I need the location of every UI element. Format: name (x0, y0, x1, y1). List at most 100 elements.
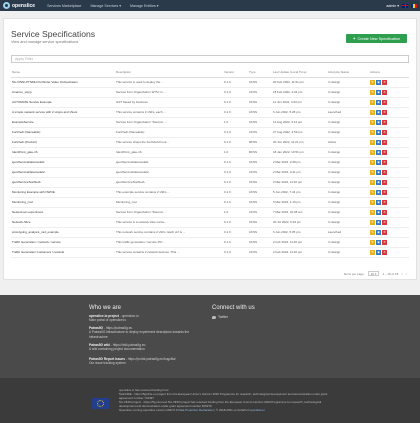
edit-icon[interactable]: ✎ (370, 119, 375, 125)
table-row[interactable]: IdentPoint_gate-nS IdentPoint_gate-nS 1.0 R… (11, 147, 409, 158)
delete-icon[interactable]: ✕ (382, 209, 387, 215)
footer-item-link[interactable]: - https://wiki.patras5g.eu (110, 343, 146, 347)
table-row[interactable]: FortiVedi (Nameable) FortiVedi (Nameable)… (11, 127, 409, 138)
delete-icon[interactable]: ✕ (382, 179, 387, 185)
edit-icon[interactable]: ✎ (370, 139, 375, 145)
delete-icon[interactable]: ✕ (382, 189, 387, 195)
data-protection-link[interactable]: Data Protection Declaration (178, 408, 214, 413)
edit-icon[interactable]: ✎ (370, 239, 375, 245)
view-icon[interactable]: ◉ (376, 219, 381, 225)
view-icon[interactable]: ◉ (376, 79, 381, 85)
table-row[interactable]: Amazon_vApp Service from Organization 'ET… (11, 87, 409, 98)
footer-item-link[interactable]: - https://patras5g.eu (103, 326, 133, 330)
table-row[interactable]: AUTOMATE Service Example GST based by bus… (11, 97, 409, 108)
view-icon[interactable]: ◉ (376, 239, 381, 245)
delete-icon[interactable]: ✕ (382, 159, 387, 165)
nav-services-marketplace[interactable]: Services Marketplace (47, 3, 82, 8)
view-icon[interactable]: ◉ (376, 189, 381, 195)
delete-icon[interactable]: ✕ (382, 129, 387, 135)
edit-icon[interactable]: ✎ (370, 169, 375, 175)
cell-last-update: 2 Feb 2022, 11:40 pm (272, 247, 327, 258)
view-icon[interactable]: ◉ (376, 99, 381, 105)
col-description[interactable]: Description (115, 68, 223, 78)
delete-icon[interactable]: ✕ (382, 149, 387, 155)
view-icon[interactable]: ◉ (376, 129, 381, 135)
delete-icon[interactable]: ✕ (382, 89, 387, 95)
nav-manage-services[interactable]: Manage Services ▾ (90, 3, 122, 8)
cell-lifecycle-status: Launched (327, 107, 369, 118)
table-row[interactable]: Network-Slice This service is a network s… (11, 217, 409, 228)
view-icon[interactable]: ◉ (376, 169, 381, 175)
col-lifecycle-status[interactable]: Lifecycle Status (327, 68, 369, 78)
view-icon[interactable]: ◉ (376, 199, 381, 205)
edit-icon[interactable]: ✎ (370, 79, 375, 85)
table-row[interactable]: Monitoring Example with NWOE This example… (11, 187, 409, 198)
twitter-link[interactable]: Twitter (212, 315, 228, 319)
edit-icon[interactable]: ✎ (370, 129, 375, 135)
col-version[interactable]: Version (223, 68, 248, 78)
view-icon[interactable]: ◉ (376, 159, 381, 165)
table-row[interactable]: Traffic Generation Customers / network Th… (11, 247, 409, 258)
flag-en-icon[interactable] (402, 3, 408, 8)
table-row[interactable]: Nested-ven-experiment Service from Organi… (11, 207, 409, 218)
table-row[interactable]: FortiVedi (Product) This service chaps th… (11, 137, 409, 148)
table-row[interactable]: igentServiceDatamodel2 igentServiceDatamo… (11, 167, 409, 178)
edit-icon[interactable]: ✎ (370, 209, 375, 215)
view-icon[interactable]: ◉ (376, 139, 381, 145)
view-icon[interactable]: ◉ (376, 249, 381, 255)
table-row[interactable]: Traffic Generation / network / service Th… (11, 237, 409, 248)
table-row[interactable]: igentServiceTestNetA igentServiceTestNetA… (11, 177, 409, 188)
edit-icon[interactable]: ✎ (370, 109, 375, 115)
nav-manage-entities[interactable]: Manage Entities ▾ (130, 3, 159, 8)
brand[interactable]: openslice (3, 2, 35, 9)
delete-icon[interactable]: ✕ (382, 109, 387, 115)
col-name[interactable]: Name (11, 68, 115, 78)
edit-icon[interactable]: ✎ (370, 189, 375, 195)
edit-icon[interactable]: ✎ (370, 159, 375, 165)
view-icon[interactable]: ◉ (376, 149, 381, 155)
edit-icon[interactable]: ✎ (370, 99, 375, 105)
view-icon[interactable]: ◉ (376, 209, 381, 215)
view-icon[interactable]: ◉ (376, 119, 381, 125)
edit-icon[interactable]: ✎ (370, 149, 375, 155)
edit-icon[interactable]: ✎ (370, 199, 375, 205)
view-icon[interactable]: ◉ (376, 179, 381, 185)
cell-description: This network service contains 2 vNFs. Ea… (115, 227, 223, 238)
footer-item-link[interactable]: - https://portal.patras5g.eu/bugzilla/ (125, 357, 176, 361)
table-row[interactable]: prototyping_analysis_nsd_example This net… (11, 227, 409, 238)
edit-icon[interactable]: ✎ (370, 89, 375, 95)
view-icon[interactable]: ◉ (376, 89, 381, 95)
view-icon[interactable]: ◉ (376, 229, 381, 235)
delete-icon[interactable]: ✕ (382, 169, 387, 175)
who-intro-link[interactable]: - openslice.io (119, 314, 139, 318)
col-type[interactable]: Type (248, 68, 272, 78)
openslice-org-link[interactable]: openslice.io (249, 408, 265, 413)
flag-ro-icon[interactable] (411, 3, 417, 8)
delete-icon[interactable]: ✕ (382, 199, 387, 205)
delete-icon[interactable]: ✕ (382, 219, 387, 225)
table-row[interactable]: 5G-VINNI-PTNMH Portfinder Video Orchestr… (11, 77, 409, 88)
delete-icon[interactable]: ✕ (382, 79, 387, 85)
delete-icon[interactable]: ✕ (382, 139, 387, 145)
delete-icon[interactable]: ✕ (382, 249, 387, 255)
user-menu[interactable]: admin ▾ (386, 3, 399, 8)
view-icon[interactable]: ◉ (376, 109, 381, 115)
delete-icon[interactable]: ✕ (382, 99, 387, 105)
table-row[interactable]: Monitoring_nsd Monitoring_nsd 0.1.0 CFSS 6 M… (11, 197, 409, 208)
edit-icon[interactable]: ✎ (370, 179, 375, 185)
items-per-page-select[interactable]: 20 ▾ (367, 271, 380, 276)
edit-icon[interactable]: ✎ (370, 249, 375, 255)
prev-page-icon[interactable]: ‹ (401, 271, 403, 276)
delete-icon[interactable]: ✕ (382, 239, 387, 245)
edit-icon[interactable]: ✎ (370, 219, 375, 225)
next-page-icon[interactable]: › (405, 271, 407, 276)
delete-icon[interactable]: ✕ (382, 229, 387, 235)
create-specification-button[interactable]: + Create New Specification (346, 34, 407, 43)
table-row[interactable]: A simple network service with 2 vApps an… (11, 107, 409, 118)
filter-input[interactable] (11, 55, 409, 63)
col-last-update[interactable]: Last Update (Local Time) (272, 68, 327, 78)
table-row[interactable]: igentServiceDatamodel1 igentServiceDatamo… (11, 157, 409, 168)
table-row[interactable]: ExampleService Service from Organization … (11, 117, 409, 128)
delete-icon[interactable]: ✕ (382, 119, 387, 125)
edit-icon[interactable]: ✎ (370, 229, 375, 235)
